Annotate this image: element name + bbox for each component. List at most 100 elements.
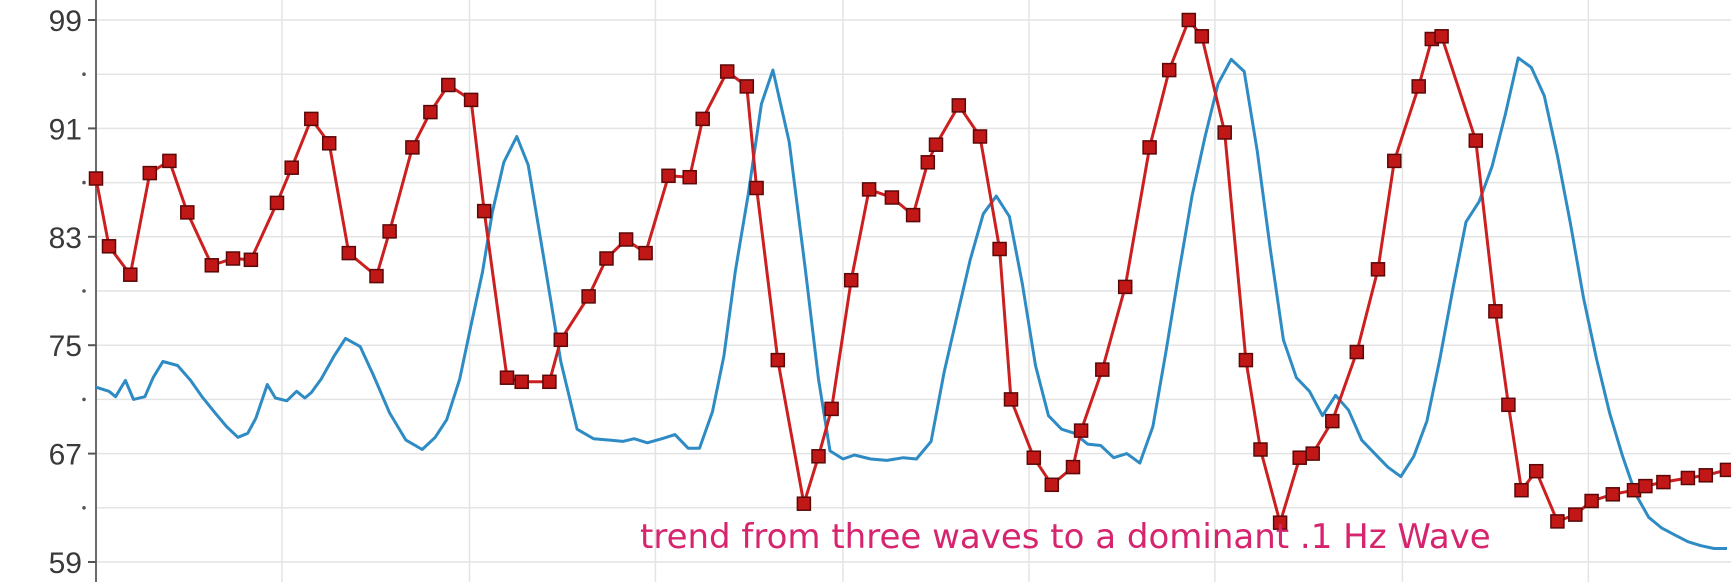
y-tick-label-67: 67 [49, 439, 82, 472]
series-0-point-31 [695, 111, 710, 127]
series-0-point-17 [423, 104, 438, 120]
series-0-point-44 [928, 137, 944, 152]
series-0-point-25 [581, 289, 596, 304]
series-0-point-8 [243, 252, 259, 268]
series-group [88, 12, 1731, 550]
y-tick-label-83: 83 [49, 222, 82, 255]
series-0-point-71 [1434, 29, 1449, 44]
series-0-point-7 [225, 251, 241, 266]
series-0-point-76 [1528, 463, 1544, 479]
series-0-point-55 [1142, 140, 1157, 155]
series-0-point-86 [1719, 462, 1731, 478]
series-0-point-3 [142, 165, 158, 181]
series-0-point-62 [1272, 515, 1288, 530]
series-0-point-53 [1095, 362, 1110, 377]
series-0-point-58 [1194, 29, 1210, 44]
series-0-point-40 [861, 182, 877, 197]
series-0-point-45 [951, 98, 967, 113]
series-0-point-59 [1217, 125, 1232, 140]
y-minor-tick-71 [82, 397, 86, 402]
series-0-point-0 [88, 171, 104, 186]
series-0-point-26 [599, 251, 614, 266]
series-0-point-51 [1065, 459, 1081, 475]
series-0-point-5 [180, 205, 195, 220]
series-0-point-32 [719, 64, 735, 79]
series-0-point-41 [884, 190, 900, 205]
series-0-point-50 [1044, 477, 1060, 493]
series-0-point-52 [1073, 423, 1089, 438]
series-0-point-14 [369, 268, 384, 284]
series-0-point-6 [204, 258, 220, 273]
series-0-point-73 [1488, 304, 1503, 319]
series-0-point-28 [638, 245, 653, 261]
series-0-point-9 [269, 195, 285, 211]
series-0-point-64 [1305, 446, 1320, 461]
series-0-point-36 [796, 496, 812, 511]
series-0-point-47 [992, 241, 1007, 257]
series-0-point-57 [1181, 12, 1197, 28]
chart-annotation: trend from three waves to a dominant .1 … [640, 517, 1491, 557]
y-axis: 99 91 83 75 67 59 [49, 0, 97, 582]
series-0-point-77 [1550, 514, 1565, 529]
series-0-point-2 [123, 267, 138, 282]
series-0-point-54 [1117, 279, 1133, 295]
y-minor-tick-87 [82, 180, 86, 185]
series-0-point-79 [1584, 493, 1599, 509]
series-0-point-68 [1387, 153, 1402, 169]
series-0-point-63 [1292, 450, 1307, 465]
series-0-point-49 [1026, 450, 1042, 465]
series-0-point-72 [1468, 133, 1484, 148]
series-0-point-21 [499, 370, 515, 385]
series-0-point-60 [1238, 352, 1254, 368]
series-0-point-12 [321, 136, 337, 151]
series-0-point-22 [514, 374, 529, 390]
series-0-point-38 [824, 401, 839, 417]
series-1-line [95, 56, 1727, 550]
series-0-point-15 [382, 224, 397, 239]
series-0-point-34 [749, 180, 764, 196]
y-minor-tick-63 [82, 506, 86, 510]
series-0-point-82 [1638, 478, 1653, 494]
series-0-point-42 [905, 207, 921, 223]
y-minor-tick-79 [82, 289, 86, 293]
series-0-point-78 [1568, 507, 1583, 522]
series-0-point-83 [1656, 474, 1671, 490]
series-0-point-13 [341, 245, 357, 261]
series-0-point-75 [1514, 482, 1529, 498]
series-0-point-67 [1370, 262, 1386, 277]
y-tick-label-99: 99 [49, 5, 82, 38]
series-0-point-4 [162, 153, 177, 169]
series-0-point-18 [441, 77, 456, 93]
series-0-point-10 [284, 160, 299, 175]
series-0-point-16 [405, 140, 420, 155]
grid [96, 0, 1731, 582]
series-0-point-39 [843, 272, 859, 288]
series-0-point-37 [811, 449, 826, 464]
series-0-point-11 [304, 111, 319, 127]
series-0-point-23 [542, 374, 557, 390]
series-0-point-84 [1680, 470, 1696, 486]
series-0-point-30 [682, 169, 697, 185]
series-0-point-80 [1605, 487, 1621, 502]
series-0-point-43 [920, 155, 936, 170]
series-0-point-56 [1161, 62, 1177, 78]
series-0-point-27 [618, 232, 634, 247]
series-0-point-46 [972, 129, 988, 144]
y-tick-label-75: 75 [49, 330, 82, 363]
series-0-point-35 [770, 352, 786, 368]
series-0-point-65 [1325, 413, 1340, 429]
series-0-point-24 [553, 332, 569, 348]
series-0-point-61 [1253, 442, 1268, 457]
series-0-point-48 [1003, 392, 1019, 407]
series-0-point-74 [1501, 397, 1516, 413]
y-tick-label-91: 91 [49, 113, 82, 146]
series-0-point-69 [1411, 79, 1426, 94]
series-0-point-66 [1349, 344, 1365, 360]
series-0-point-20 [476, 203, 492, 219]
series-0-point-33 [739, 79, 755, 94]
series-0-point-85 [1698, 468, 1714, 483]
series-0-point-1 [101, 239, 117, 254]
series-0-point-19 [463, 92, 479, 108]
y-minor-tick-95 [82, 72, 86, 76]
